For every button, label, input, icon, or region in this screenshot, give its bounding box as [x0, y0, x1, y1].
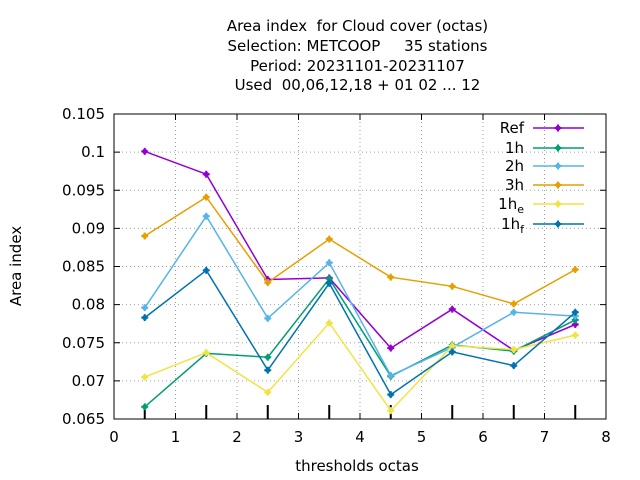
data-point	[449, 343, 455, 349]
data-point	[142, 148, 148, 154]
data-point	[572, 332, 578, 338]
legend-label: 1he	[498, 195, 524, 216]
data-point	[572, 317, 578, 323]
data-point	[555, 125, 561, 131]
data-point	[203, 194, 209, 200]
legend-item-1he: 1he	[498, 195, 584, 216]
title-line-2: Selection: METCOOP 35 stations	[227, 37, 488, 55]
data-point	[572, 313, 578, 319]
x-axis-label: thresholds octas	[295, 457, 419, 475]
y-tick-label: 0.105	[62, 105, 105, 123]
legend-label: 1hf	[501, 215, 525, 236]
data-point	[511, 363, 517, 369]
data-point	[572, 266, 578, 273]
series-line	[144, 269, 576, 396]
data-point	[142, 314, 148, 321]
series-1he	[141, 319, 579, 415]
legend-item-1h: 1h	[505, 139, 584, 157]
series-line	[144, 150, 576, 352]
data-point	[555, 145, 561, 151]
series-1hf	[141, 266, 579, 399]
data-point	[555, 182, 561, 188]
x-tick-label: 6	[478, 428, 488, 446]
legend-item-1hf: 1hf	[501, 215, 584, 236]
data-point	[265, 315, 271, 321]
legend-item-3h: 3h	[505, 176, 584, 194]
title-line-3: Period: 20231101-20231107	[250, 57, 465, 75]
y-tick-label: 0.085	[62, 258, 105, 276]
x-tick-label: 2	[232, 428, 242, 446]
title-line-4: Used 00,06,12,18 + 01 02 ... 12	[234, 76, 481, 94]
data-point	[142, 404, 148, 410]
y-tick-label: 0.075	[62, 334, 105, 352]
x-tick-label: 4	[355, 428, 365, 446]
series-group	[141, 147, 579, 415]
data-point	[142, 233, 148, 239]
data-point	[511, 347, 517, 353]
data-point	[388, 274, 394, 280]
series-line	[144, 277, 576, 408]
data-point	[555, 201, 561, 207]
legend-label: 3h	[505, 176, 524, 194]
data-point	[203, 267, 209, 273]
series-line	[144, 214, 576, 377]
y-tick-label: 0.09	[72, 219, 105, 237]
legend-label: 1h	[505, 139, 524, 157]
x-tick-label: 5	[417, 428, 427, 446]
series-3h	[141, 193, 579, 308]
data-point	[326, 320, 332, 326]
x-tick-label: 3	[294, 428, 304, 446]
y-tick-label: 0.07	[72, 372, 105, 390]
data-point	[555, 163, 561, 169]
x-tick-label: 1	[171, 428, 181, 446]
data-point	[142, 374, 148, 380]
grid-lines	[114, 114, 606, 419]
data-point	[511, 301, 517, 307]
data-point	[388, 392, 394, 398]
x-tick-label: 0	[109, 428, 119, 446]
data-point	[326, 280, 332, 286]
data-point	[449, 349, 455, 355]
data-point	[326, 276, 332, 282]
data-point	[388, 345, 394, 351]
data-point	[572, 321, 578, 328]
legend-label: 2h	[505, 157, 524, 175]
series-line	[144, 321, 576, 412]
data-point	[326, 236, 332, 242]
data-point	[203, 350, 209, 356]
data-point	[203, 213, 209, 219]
axis-ticks: 0 1 2 3 4 5 6 7 8 0.065 0.07 0.075 0.08 0.085 0.09 0.09…	[62, 105, 611, 446]
y-tick-label: 0.1	[81, 143, 105, 161]
legend-item-Ref: Ref	[500, 119, 584, 137]
data-point	[265, 354, 271, 360]
data-point	[555, 221, 561, 227]
data-point	[449, 283, 455, 289]
data-point	[449, 306, 455, 312]
x-tick-label: 7	[540, 428, 550, 446]
legend-item-2h: 2h	[505, 157, 584, 175]
title-line-1: Area index for Cloud cover (octas)	[226, 17, 489, 35]
data-point	[142, 305, 148, 311]
y-tick-label: 0.065	[62, 410, 105, 428]
y-tick-label: 0.095	[62, 181, 105, 199]
legend-label: Ref	[500, 119, 525, 137]
data-point	[388, 408, 394, 414]
plot-frame	[113, 113, 607, 420]
data-point	[203, 171, 209, 177]
data-point	[265, 279, 271, 286]
x-tick-label: 8	[601, 428, 611, 446]
data-point	[388, 372, 394, 379]
data-point	[572, 309, 578, 315]
data-point	[265, 367, 271, 373]
series-line	[144, 196, 576, 305]
y-tick-label: 0.08	[72, 296, 105, 314]
data-point	[265, 389, 271, 395]
data-point	[511, 309, 517, 315]
y-axis-label: Area index	[7, 226, 25, 306]
data-point	[326, 260, 332, 266]
